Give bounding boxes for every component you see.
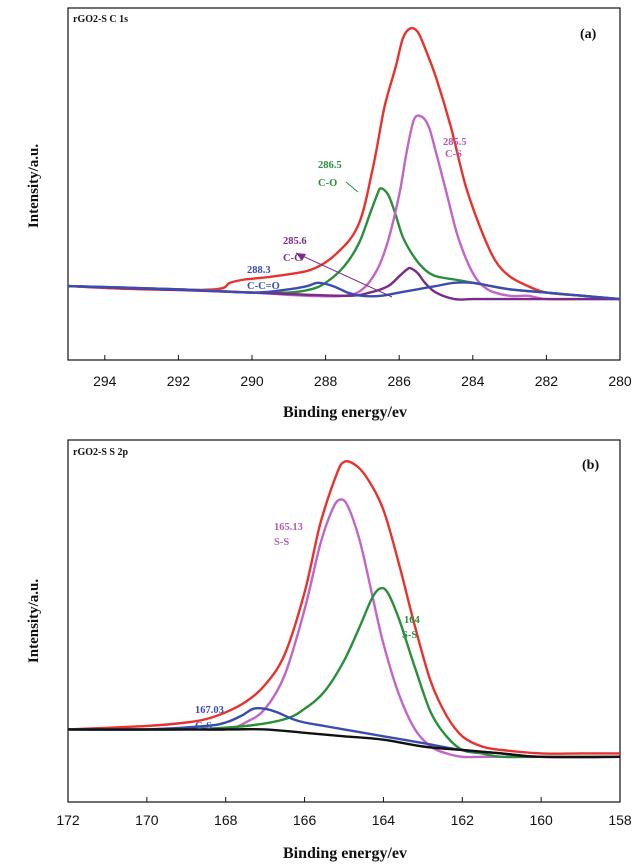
series-line-a-1 [67,187,621,301]
x-tick-label-b: 162 [451,812,475,828]
corner-label-a: rGO2-S C 1s [73,14,128,25]
annotation-label-s-s-purple: S-S [274,537,289,548]
x-tick-label-b: 166 [293,812,317,828]
annotation-label-c-c-o: C-C=O [247,281,280,292]
corner-label-b: rGO2-S S 2p [73,447,128,458]
annotation-label-c-s: C-S [445,149,462,160]
annotation-label-c-o: C-O [318,178,337,189]
arrow-c-o [345,181,359,193]
arrow-c-c-head [296,253,306,261]
series-line-b-0 [67,460,620,755]
annotation-value-s-s-green: 164 [404,615,421,626]
x-tick-label-b: 168 [214,812,238,828]
x-axis-ticks-a: 294 292 290 288 286 284 282 280 [93,355,632,389]
annotation-label-c-c: C-C [283,253,302,264]
series-line-a-4 [67,281,621,301]
x-tick-label-b: 160 [529,812,553,828]
x-tick-label-a: 280 [608,373,632,389]
y-axis-label-a: Intensity/a.u. [26,144,42,228]
x-tick-label-b: 164 [372,812,396,828]
annotation-value-c-s: 285.5 [443,137,467,148]
x-tick-label-a: 282 [535,373,559,389]
plot-frame-b [67,439,621,803]
annotation-value-c-c-o: 288.3 [247,265,271,276]
annotation-value-c-o: 286.5 [318,160,342,171]
x-tick-label-a: 284 [461,373,485,389]
panel-a-c1s: rGO2-S C 1s (a) 294 292 290 288 286 284 282 280… [26,7,632,421]
x-axis-label-b: Binding energy/ev [283,845,407,862]
series-line-b-2 [67,586,620,759]
y-axis-label-b: Intensity/a.u. [26,579,42,663]
series-line-b-1 [67,498,620,759]
annotation-value-c-s-blue: 167.03 [195,705,224,716]
arrow-c-c [295,252,393,298]
annotation-label-s-s-green: S-S [402,630,417,641]
panel-b-s2p: rGO2-S S 2p (b) 172 170 168 166 164 162 160 158… [26,439,632,862]
x-tick-label-a: 290 [240,373,264,389]
x-axis-label-a: Binding energy/ev [283,404,407,421]
x-tick-label-a: 294 [93,373,117,389]
curves-a [67,26,621,301]
x-tick-label-a: 288 [314,373,338,389]
x-tick-label-b: 158 [608,812,632,828]
annotation-value-c-c: 285.6 [283,236,307,247]
plot-frame-a [67,7,621,361]
x-axis-ticks-b: 172 170 168 166 164 162 160 158 [56,797,632,828]
x-tick-label-a: 286 [388,373,412,389]
x-tick-label-b: 170 [135,812,159,828]
x-tick-label-a: 292 [167,373,191,389]
series-line-a-2 [67,114,620,301]
series-line-a-0 [67,26,621,301]
series-line-b-4 [67,727,621,759]
panel-label-b: (b) [582,458,599,473]
annotation-label-c-s-blue: C-S [195,721,212,732]
x-tick-label-b: 172 [56,812,80,828]
panel-label-a: (a) [580,27,597,42]
curves-b [67,460,621,759]
series-line-a-3 [67,266,620,301]
series-line-b-3 [67,706,621,759]
annotation-value-s-s-purple: 165.13 [274,522,303,533]
